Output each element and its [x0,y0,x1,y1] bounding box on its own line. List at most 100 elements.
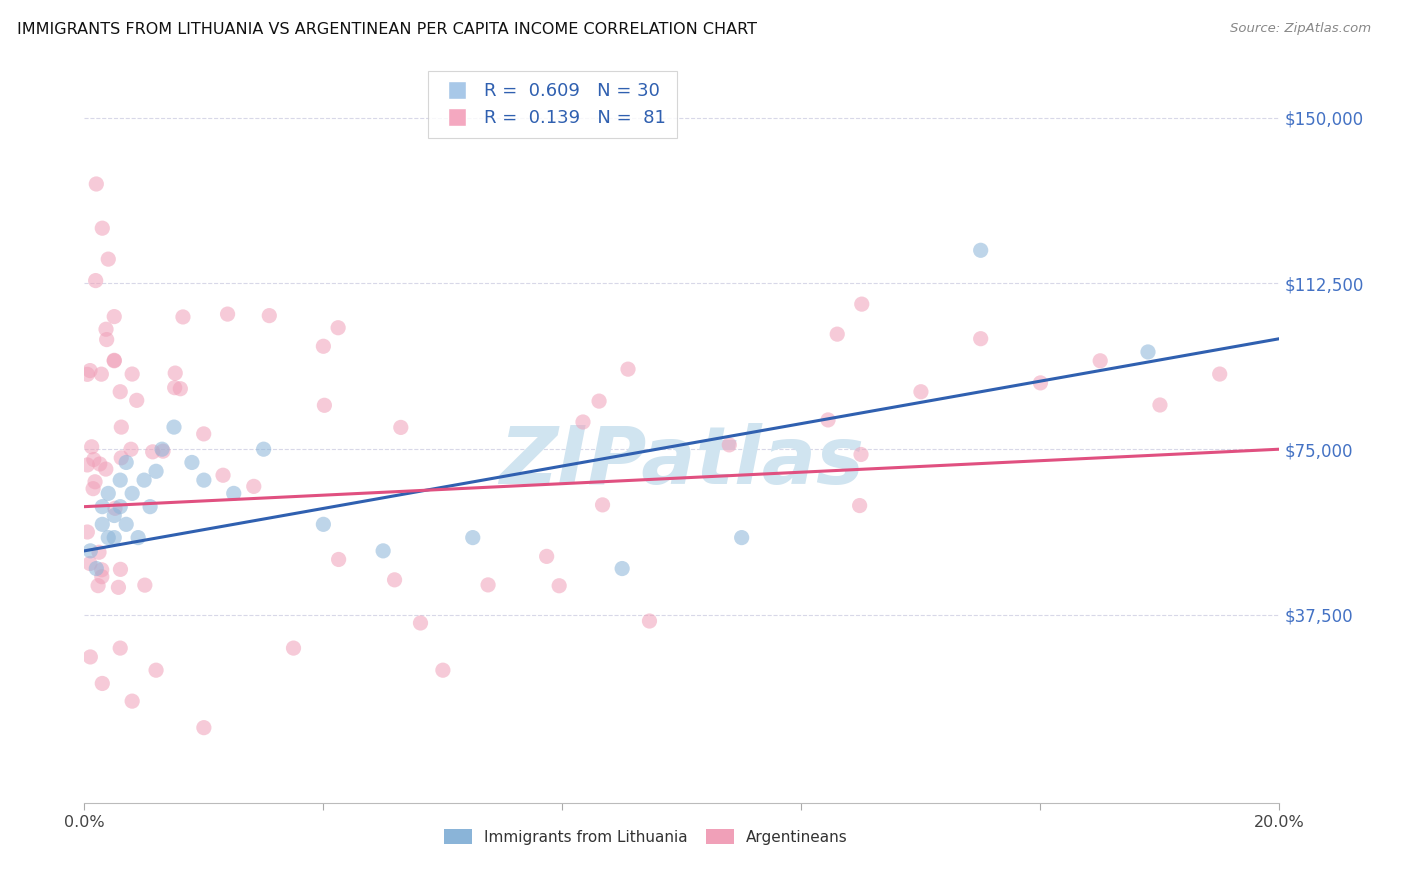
Argentineans [103,353,125,368]
Argentineans [217,307,239,321]
Legend: Immigrants from Lithuania, Argentineans: Immigrants from Lithuania, Argentineans [439,822,853,851]
Argentineans [94,462,117,476]
Argentineans [142,445,165,459]
Argentineans [107,580,129,594]
Argentineans [103,310,125,324]
Argentineans [849,448,872,462]
Argentineans [120,442,142,457]
Immigrants from Lithuania [91,517,114,532]
Argentineans [110,384,132,399]
Immigrants from Lithuania [79,544,101,558]
Argentineans [121,694,143,708]
Argentineans [1149,398,1171,412]
Immigrants from Lithuania [132,473,156,487]
Argentineans [638,614,661,628]
Immigrants from Lithuania [150,442,173,457]
Argentineans [592,498,614,512]
Argentineans [91,221,114,235]
Immigrants from Lithuania [145,464,167,478]
Argentineans [87,579,110,593]
Argentineans [617,362,640,376]
Immigrants from Lithuania [193,473,215,487]
Argentineans [125,393,148,408]
Argentineans [212,468,235,483]
Argentineans [145,663,167,677]
Argentineans [134,578,156,592]
Immigrants from Lithuania [121,486,143,500]
Immigrants from Lithuania [253,442,276,457]
Argentineans [718,438,741,452]
Argentineans [91,676,114,690]
Argentineans [163,381,186,395]
Argentineans [910,384,932,399]
Immigrants from Lithuania [110,500,132,514]
Immigrants from Lithuania [163,420,186,434]
Argentineans [314,398,336,412]
Immigrants from Lithuania [312,517,335,532]
Argentineans [165,366,187,380]
Argentineans [89,457,111,471]
Argentineans [121,367,143,381]
Immigrants from Lithuania [970,244,993,258]
Argentineans [84,475,107,489]
Argentineans [79,363,101,377]
Argentineans [326,320,349,334]
Argentineans [1029,376,1052,390]
Immigrants from Lithuania [139,500,162,514]
Argentineans [90,570,112,584]
Immigrants from Lithuania [91,500,114,514]
Argentineans [283,641,305,656]
Immigrants from Lithuania [86,561,108,575]
Argentineans [259,309,281,323]
Argentineans [79,649,101,664]
Immigrants from Lithuania [115,455,138,469]
Argentineans [96,333,118,347]
Argentineans [548,579,571,593]
Argentineans [572,415,595,429]
Argentineans [817,413,839,427]
Argentineans [76,524,98,539]
Argentineans [588,394,610,409]
Immigrants from Lithuania [97,531,120,545]
Immigrants from Lithuania [731,531,754,545]
Argentineans [825,327,848,342]
Argentineans [242,479,264,493]
Argentineans [193,721,215,735]
Argentineans [1090,353,1112,368]
Argentineans [110,562,132,576]
Argentineans [409,615,432,630]
Argentineans [169,382,191,396]
Argentineans [76,458,98,472]
Argentineans [110,641,132,656]
Argentineans [83,452,105,467]
Immigrants from Lithuania [97,486,120,500]
Argentineans [851,297,873,311]
Argentineans [110,420,132,434]
Argentineans [80,440,103,454]
Text: IMMIGRANTS FROM LITHUANIA VS ARGENTINEAN PER CAPITA INCOME CORRELATION CHART: IMMIGRANTS FROM LITHUANIA VS ARGENTINEAN… [17,22,756,37]
Argentineans [90,367,112,381]
Immigrants from Lithuania [612,561,634,575]
Immigrants from Lithuania [181,455,204,469]
Argentineans [432,663,454,677]
Argentineans [152,444,174,458]
Text: ZIPatlas: ZIPatlas [499,423,865,501]
Argentineans [384,573,406,587]
Argentineans [76,368,98,382]
Argentineans [970,332,993,346]
Text: Source: ZipAtlas.com: Source: ZipAtlas.com [1230,22,1371,36]
Argentineans [104,501,127,516]
Argentineans [312,339,335,353]
Immigrants from Lithuania [103,508,125,523]
Immigrants from Lithuania [110,473,132,487]
Argentineans [82,482,104,496]
Argentineans [87,545,110,559]
Argentineans [328,552,350,566]
Argentineans [193,426,215,441]
Immigrants from Lithuania [461,531,484,545]
Argentineans [172,310,194,324]
Argentineans [94,322,117,336]
Argentineans [1209,367,1232,381]
Immigrants from Lithuania [373,544,395,558]
Argentineans [79,557,101,571]
